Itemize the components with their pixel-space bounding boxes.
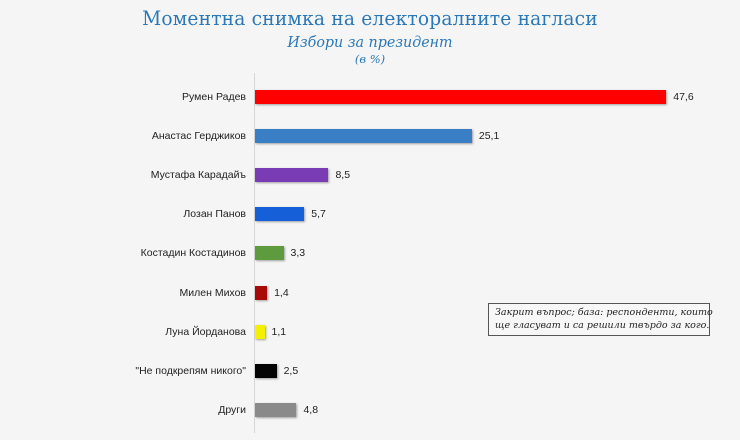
category-label: Милен Михов [179,286,246,299]
bar [255,168,329,183]
bar-row: Румен Радев 47,6 [0,90,740,104]
category-label: Лозан Панов [183,208,246,221]
bar [255,363,277,378]
bar [255,324,265,339]
methodology-note: Закрит въпрос; база: респонденти, които … [488,303,713,336]
bar-row: Милен Михов 1,4 [0,285,740,300]
chart-title: Моментна снимка на електоралните нагласи [142,6,598,30]
value-label: 4,8 [303,403,319,416]
value-label: 47,6 [673,91,694,103]
bar-row: Анастас Герджиков 25,1 [0,129,740,144]
bar [255,90,667,104]
note-line-2: ще гласуват и са решили твърдо за кого. [495,320,710,331]
category-label: Мустафа Карадайъ [150,169,246,182]
category-label: Костадин Костадинов [140,247,246,260]
value-label: 2,5 [283,364,299,377]
category-label: Други [218,403,246,416]
category-label: Анастас Герджиков [151,130,246,143]
bar-row: Луна Йорданова 1,1 [0,324,740,339]
bar-row: Други 4,8 [0,402,740,417]
bar [255,285,268,300]
value-label: 5,7 [311,208,326,221]
value-label: 8,5 [335,169,351,182]
bar [255,402,297,417]
chart-unit: (в %) [354,52,386,66]
bar-row: "Не подкрепям никого" 2,5 [0,363,740,378]
value-label: 25,1 [478,130,500,143]
bar [255,129,472,144]
category-label: Румен Радев [182,91,246,103]
bar-row: Мустафа Карадайъ 8,5 [0,168,740,183]
bar [255,246,284,261]
value-label: 1,1 [271,325,287,338]
bar-row: Лозан Панов 5,7 [0,207,740,222]
value-label: 3,3 [290,247,306,260]
note-line-1: Закрит въпрос; база: респонденти, които [495,307,713,318]
bar-row: Костадин Костадинов 3,3 [0,246,740,261]
category-label: "Не подкрепям никого" [135,364,246,377]
category-axis-line [254,73,255,433]
bar [255,207,305,222]
chart-subtitle: Избори за президент [287,33,453,51]
category-label: Луна Йорданова [165,325,246,338]
value-label: 1,4 [274,286,289,299]
